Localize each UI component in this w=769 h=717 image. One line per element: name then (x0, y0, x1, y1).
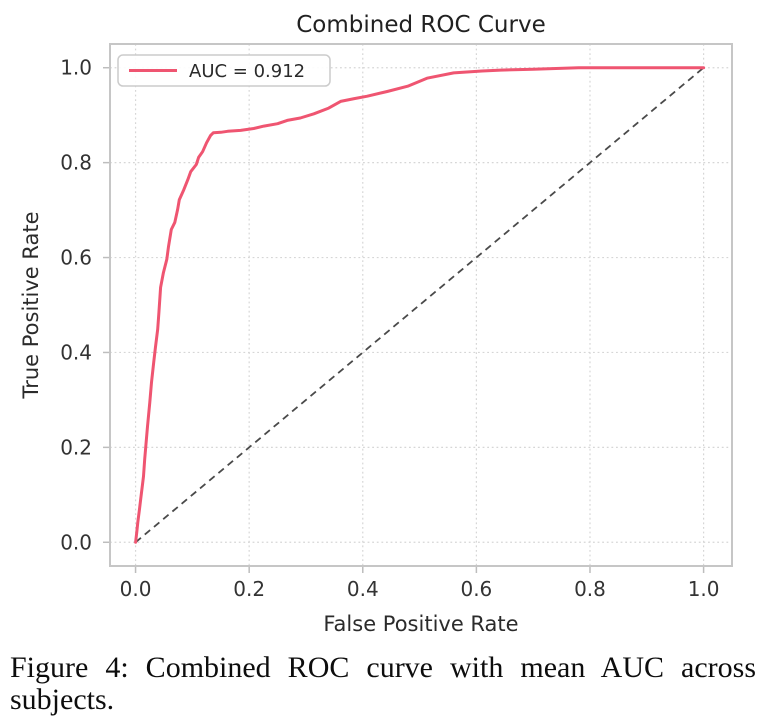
x-tick-label: 0.8 (574, 577, 606, 601)
roc-chart: 0.0 0.2 0.4 0.6 0.8 1.0 0.0 0.2 0.4 0.6 0.8 1.0 AUC… (19, 12, 733, 636)
legend-label: AUC = 0.912 (189, 61, 305, 82)
diagonal-reference-line (134, 67, 705, 543)
y-axis-label: True Positive Rate (19, 211, 43, 399)
x-tick-label: 0.4 (347, 577, 379, 601)
y-tick-label: 0.2 (60, 435, 92, 459)
x-tick-label: 0.0 (120, 577, 152, 601)
x-tick-label: 0.2 (233, 577, 265, 601)
chart-title: Combined ROC Curve (296, 12, 545, 38)
y-tick-label: 0.4 (60, 340, 92, 364)
y-tick-label: 1.0 (60, 56, 92, 80)
caption-line-2: subjects. (10, 683, 115, 716)
plot-area: 0.0 0.2 0.4 0.6 0.8 1.0 0.0 0.2 0.4 0.6 0.8 1.0 (60, 44, 732, 601)
legend: AUC = 0.912 (117, 54, 331, 87)
x-tick-label: 0.6 (460, 577, 492, 601)
x-axis-label: False Positive Rate (323, 612, 518, 636)
y-tick-label: 0.6 (60, 246, 92, 270)
plot-border (109, 43, 733, 567)
legend-box (117, 54, 331, 87)
figure-caption: Figure 4: Combined ROC curve with mean A… (10, 652, 756, 716)
x-tick-label: 1.0 (688, 577, 720, 601)
y-tick-label: 0.8 (60, 151, 92, 175)
caption-line-1: Figure 4: Combined ROC curve with mean A… (10, 651, 756, 684)
roc-curve-path (134, 66, 706, 544)
y-tick-label: 0.0 (60, 530, 92, 554)
